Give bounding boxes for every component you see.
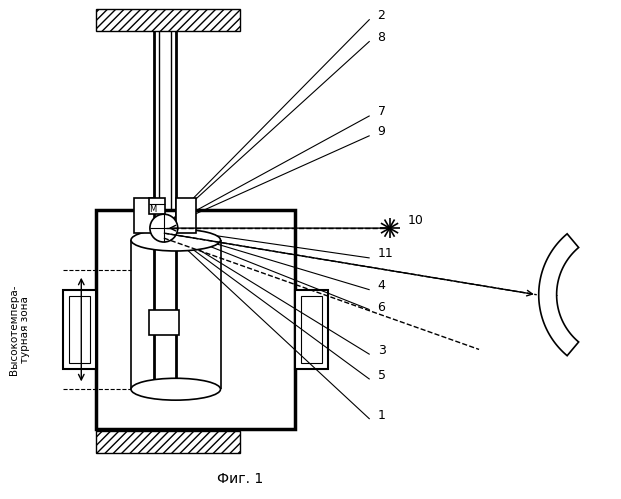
Bar	[63, 290, 96, 369]
Text: 10: 10	[407, 214, 424, 227]
Polygon shape	[539, 234, 579, 356]
Circle shape	[150, 214, 178, 242]
Bar	[134, 198, 154, 233]
Ellipse shape	[131, 229, 220, 251]
Bar	[96, 431, 240, 453]
Ellipse shape	[131, 378, 220, 400]
Text: 11: 11	[378, 248, 393, 260]
Text: Фиг. 1: Фиг. 1	[217, 472, 263, 486]
Text: 5: 5	[378, 369, 386, 382]
Bar	[96, 9, 240, 31]
Bar	[96, 210, 295, 429]
Text: 6: 6	[378, 301, 386, 314]
Bar	[295, 290, 328, 369]
Bar	[149, 198, 165, 214]
Text: 7: 7	[378, 105, 386, 118]
Bar	[176, 198, 196, 233]
Text: 9: 9	[378, 125, 386, 138]
Bar	[70, 296, 90, 363]
Text: 2: 2	[378, 9, 386, 22]
Bar	[149, 310, 179, 334]
Text: 8: 8	[378, 30, 386, 44]
Text: 4: 4	[378, 279, 386, 292]
Text: 3: 3	[378, 344, 386, 357]
Text: Высокотемпера-
турная зона: Высокотемпера- турная зона	[9, 284, 30, 375]
Text: 1: 1	[378, 409, 386, 422]
Text: M: M	[149, 205, 156, 214]
Bar	[301, 296, 322, 363]
